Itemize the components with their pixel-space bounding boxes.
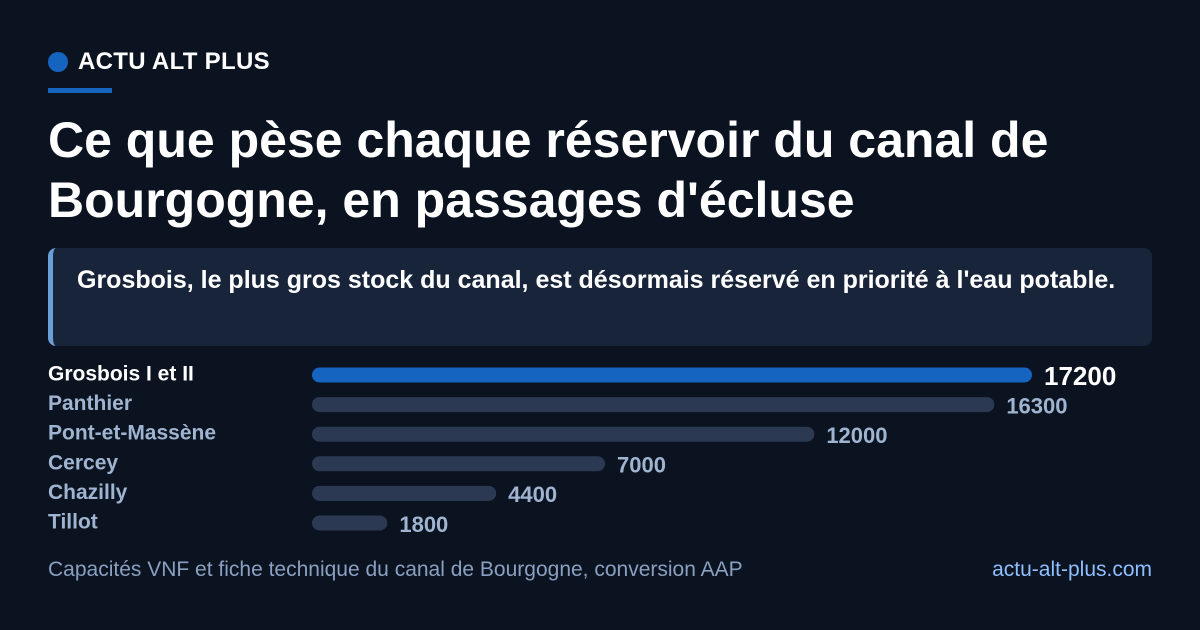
category-label: Pont-et-Massène — [48, 422, 216, 445]
site-link[interactable]: actu-alt-plus.com — [992, 558, 1152, 581]
page-title: Ce que pèse chaque réservoir du canal de… — [48, 112, 1049, 228]
bar — [312, 397, 995, 413]
subtitle-text: Grosbois, le plus gros stock du canal, e… — [77, 266, 1116, 294]
value-label: 16300 — [1006, 393, 1067, 418]
category-label: Chazilly — [48, 481, 128, 504]
category-label: Cercey — [48, 451, 118, 474]
category-label: Tillot — [48, 511, 98, 534]
value-label: 12000 — [826, 423, 887, 448]
bar — [312, 515, 388, 531]
brand-underline — [48, 88, 112, 93]
subtitle-callout: Grosbois, le plus gros stock du canal, e… — [48, 248, 1152, 346]
value-label: 1800 — [399, 512, 448, 537]
value-label: 17200 — [1044, 361, 1116, 391]
category-label: Grosbois I et II — [48, 363, 194, 386]
bar — [312, 367, 1032, 383]
source-note: Capacités VNF et fiche technique du cana… — [48, 558, 743, 581]
brand-dot-icon — [48, 52, 68, 72]
value-label: 7000 — [617, 453, 666, 478]
brand: ACTU ALT PLUS — [48, 48, 270, 76]
category-label: Panthier — [48, 392, 132, 415]
value-label: 4400 — [508, 482, 557, 507]
bar — [312, 485, 497, 501]
bar — [312, 456, 606, 472]
brand-name: ACTU ALT PLUS — [78, 48, 270, 75]
bar — [312, 426, 815, 442]
